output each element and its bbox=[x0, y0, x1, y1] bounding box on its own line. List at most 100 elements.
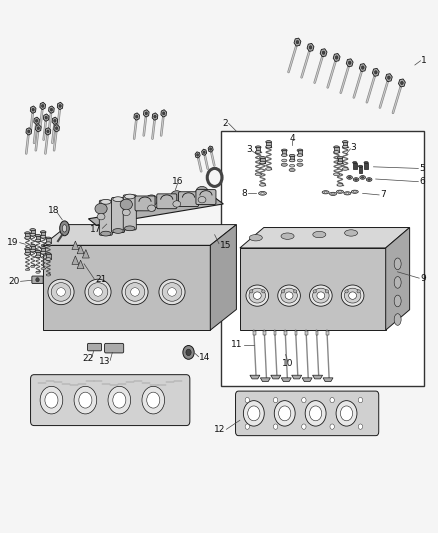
Ellipse shape bbox=[313, 288, 329, 303]
Bar bbox=[31, 246, 35, 251]
Ellipse shape bbox=[357, 290, 360, 293]
Ellipse shape bbox=[113, 197, 123, 201]
Circle shape bbox=[335, 56, 338, 59]
Ellipse shape bbox=[40, 231, 46, 233]
Bar bbox=[274, 331, 276, 335]
Circle shape bbox=[273, 424, 278, 429]
Circle shape bbox=[358, 424, 363, 429]
Text: 4: 4 bbox=[290, 134, 295, 143]
Ellipse shape bbox=[322, 191, 329, 194]
Bar bbox=[353, 163, 357, 169]
Ellipse shape bbox=[120, 199, 132, 210]
Ellipse shape bbox=[351, 190, 358, 193]
Ellipse shape bbox=[41, 268, 46, 270]
Ellipse shape bbox=[344, 288, 361, 303]
Ellipse shape bbox=[332, 193, 335, 195]
Circle shape bbox=[40, 386, 63, 414]
Ellipse shape bbox=[97, 214, 105, 220]
Ellipse shape bbox=[281, 163, 287, 166]
Polygon shape bbox=[77, 245, 84, 254]
Circle shape bbox=[79, 392, 92, 408]
Text: 17: 17 bbox=[90, 225, 102, 234]
Polygon shape bbox=[72, 256, 79, 264]
Text: 9: 9 bbox=[420, 273, 426, 282]
Bar bbox=[46, 254, 50, 259]
Ellipse shape bbox=[345, 290, 348, 293]
Ellipse shape bbox=[339, 191, 342, 192]
Bar bbox=[338, 158, 342, 163]
Ellipse shape bbox=[348, 176, 351, 178]
Text: 1: 1 bbox=[421, 56, 427, 65]
Polygon shape bbox=[30, 106, 36, 114]
Ellipse shape bbox=[48, 279, 74, 305]
Ellipse shape bbox=[46, 237, 51, 240]
Polygon shape bbox=[77, 260, 84, 269]
Polygon shape bbox=[134, 113, 140, 120]
Circle shape bbox=[74, 386, 97, 414]
Ellipse shape bbox=[329, 192, 336, 196]
Ellipse shape bbox=[25, 253, 30, 255]
Circle shape bbox=[358, 398, 363, 403]
Ellipse shape bbox=[145, 195, 158, 206]
Ellipse shape bbox=[349, 292, 357, 300]
Ellipse shape bbox=[40, 247, 46, 249]
Ellipse shape bbox=[62, 224, 67, 232]
Ellipse shape bbox=[261, 290, 265, 293]
Circle shape bbox=[186, 349, 191, 356]
Ellipse shape bbox=[260, 161, 265, 164]
Polygon shape bbox=[385, 74, 392, 82]
Circle shape bbox=[197, 154, 199, 156]
Ellipse shape bbox=[293, 290, 297, 293]
Circle shape bbox=[210, 148, 212, 150]
Polygon shape bbox=[313, 375, 322, 379]
Ellipse shape bbox=[255, 146, 261, 149]
Polygon shape bbox=[210, 224, 237, 330]
Text: 19: 19 bbox=[7, 238, 19, 247]
Ellipse shape bbox=[266, 141, 272, 143]
Ellipse shape bbox=[297, 163, 303, 166]
Circle shape bbox=[45, 392, 58, 408]
Polygon shape bbox=[82, 249, 89, 258]
Circle shape bbox=[32, 108, 34, 111]
Ellipse shape bbox=[281, 290, 285, 293]
Circle shape bbox=[108, 386, 131, 414]
Polygon shape bbox=[49, 106, 54, 114]
Circle shape bbox=[147, 392, 160, 408]
Circle shape bbox=[113, 392, 126, 408]
Polygon shape bbox=[271, 375, 281, 379]
Polygon shape bbox=[54, 125, 60, 132]
Ellipse shape bbox=[253, 292, 261, 300]
Ellipse shape bbox=[162, 282, 182, 301]
Ellipse shape bbox=[25, 237, 30, 239]
Bar bbox=[334, 147, 339, 152]
Ellipse shape bbox=[36, 255, 40, 257]
FancyBboxPatch shape bbox=[135, 196, 155, 211]
Circle shape bbox=[54, 119, 56, 122]
Ellipse shape bbox=[85, 279, 111, 305]
Ellipse shape bbox=[394, 295, 401, 307]
Ellipse shape bbox=[35, 239, 41, 242]
Bar bbox=[326, 331, 328, 335]
Polygon shape bbox=[43, 224, 237, 245]
Ellipse shape bbox=[394, 277, 401, 288]
Circle shape bbox=[42, 104, 44, 108]
Ellipse shape bbox=[266, 146, 272, 148]
Polygon shape bbox=[26, 128, 32, 135]
Ellipse shape bbox=[344, 192, 351, 195]
Ellipse shape bbox=[113, 229, 123, 233]
Circle shape bbox=[245, 424, 250, 429]
Ellipse shape bbox=[46, 274, 50, 276]
Polygon shape bbox=[260, 378, 270, 382]
FancyBboxPatch shape bbox=[32, 276, 43, 284]
Ellipse shape bbox=[122, 279, 148, 305]
Ellipse shape bbox=[255, 173, 261, 175]
Ellipse shape bbox=[260, 157, 265, 159]
Ellipse shape bbox=[46, 253, 51, 256]
Ellipse shape bbox=[35, 235, 41, 237]
Ellipse shape bbox=[35, 251, 41, 253]
Circle shape bbox=[135, 115, 138, 118]
Ellipse shape bbox=[334, 151, 339, 154]
Bar bbox=[316, 331, 318, 335]
Text: 10: 10 bbox=[282, 359, 293, 367]
Ellipse shape bbox=[25, 253, 30, 255]
